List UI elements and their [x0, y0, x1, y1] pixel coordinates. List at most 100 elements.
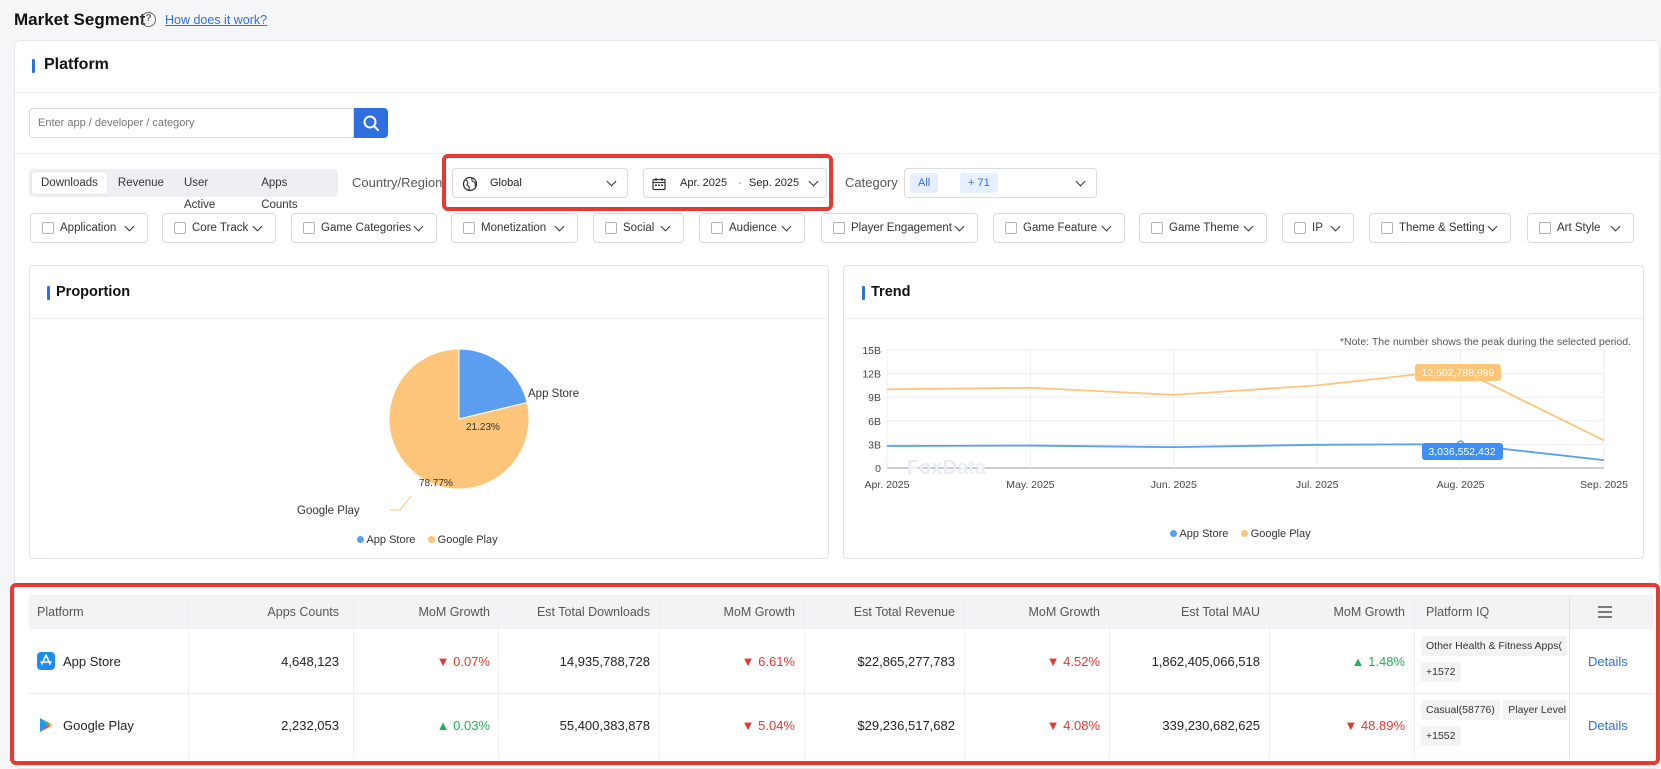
tab-apps-counts[interactable]: Apps Counts: [261, 177, 298, 211]
down-arrow-icon: ▼: [1344, 718, 1358, 733]
pie-slice-google-play[interactable]: [388, 348, 530, 490]
category-select[interactable]: All + 71: [904, 168, 1097, 198]
filter-core-track[interactable]: Core Track: [162, 213, 276, 243]
proportion-panel: Proportion App Store Google Play 21.23% …: [29, 265, 829, 559]
filter-social[interactable]: Social: [593, 213, 684, 243]
divider: [15, 153, 1659, 154]
chevron-down-icon: [1101, 221, 1112, 232]
apps-counts: 4,648,123: [281, 654, 339, 669]
checkbox[interactable]: [1005, 222, 1017, 234]
pie-label-app-store: App Store: [528, 388, 579, 400]
iq-tag[interactable]: Casual(58776): [1421, 700, 1500, 720]
filter-player-engagement[interactable]: Player Engagement: [821, 213, 978, 243]
tab-user-active[interactable]: User Active: [183, 177, 216, 211]
pie-slice-app-store[interactable]: [458, 348, 528, 420]
trend-panel: Trend *Note: The number shows the peak d…: [843, 265, 1644, 559]
iq-more-tag[interactable]: +1552: [1421, 726, 1461, 746]
col-divider: [1269, 595, 1270, 758]
checkbox[interactable]: [1381, 222, 1393, 234]
help-icon[interactable]: ?: [141, 12, 156, 27]
details-link[interactable]: Details: [1588, 654, 1628, 669]
filter-game-theme[interactable]: Game Theme: [1139, 213, 1267, 243]
pie-chart: App Store Google Play 21.23% 78.77%: [297, 348, 579, 517]
col-mom-growth[interactable]: MoM Growth: [1333, 605, 1405, 619]
checkbox[interactable]: [174, 222, 186, 234]
est-mau: 1,862,405,066,518: [1151, 654, 1260, 669]
how-does-it-work-link[interactable]: How does it work?: [165, 13, 268, 27]
y-tick-label: 12B: [862, 369, 881, 381]
legend-google-play[interactable]: Google Play: [1250, 528, 1311, 540]
section-title: Platform: [44, 56, 109, 73]
checkbox[interactable]: [42, 222, 54, 234]
legend-app-store[interactable]: App Store: [1179, 528, 1229, 540]
col-divider: [804, 595, 805, 758]
table-row: App Store 4,648,123 ▼ 0.07% 14,935,788,7…: [29, 630, 1654, 693]
line-chart: 0 3B 6B 9B 12B 15B Apr. 2025 May. 2025 Jun. 2025…: [862, 345, 1628, 491]
down-arrow-icon: ▼: [1046, 718, 1060, 733]
chevron-down-icon: [554, 221, 565, 232]
chevron-down-icon: [781, 221, 792, 232]
col-est-total-revenue[interactable]: Est Total Revenue: [853, 605, 955, 619]
iq-more-tag[interactable]: +1572: [1421, 662, 1461, 682]
section-accent: [862, 286, 865, 300]
details-link[interactable]: Details: [1588, 718, 1628, 733]
col-est-total-mau[interactable]: Est Total MAU: [1181, 605, 1260, 619]
tab-revenue[interactable]: Revenue: [117, 177, 164, 189]
date-range-picker[interactable]: Apr. 2025 - Sep. 2025: [643, 168, 827, 198]
peak-label-app-store: 3,036,552,432: [1428, 446, 1495, 458]
filter-art-style[interactable]: Art Style: [1527, 213, 1634, 243]
col-apps-counts[interactable]: Apps Counts: [267, 605, 339, 619]
chevron-down-icon: [252, 221, 263, 232]
checkbox[interactable]: [303, 222, 315, 234]
checkbox[interactable]: [711, 222, 723, 234]
up-arrow-icon: ▲: [436, 718, 450, 733]
col-platform-iq[interactable]: Platform IQ: [1426, 605, 1490, 619]
section-accent: [32, 59, 35, 73]
date-end: Sep. 2025: [749, 177, 800, 189]
col-mom-growth[interactable]: MoM Growth: [1028, 605, 1100, 619]
checkbox[interactable]: [1151, 222, 1163, 234]
checkbox[interactable]: [833, 222, 845, 234]
legend-app-store[interactable]: App Store: [366, 534, 416, 546]
checkbox[interactable]: [463, 222, 475, 234]
app-store-icon: [37, 652, 55, 670]
filter-theme-setting[interactable]: Theme & Setting: [1369, 213, 1511, 243]
checkbox[interactable]: [1294, 222, 1306, 234]
col-est-total-downloads[interactable]: Est Total Downloads: [536, 605, 650, 619]
col-mom-growth[interactable]: MoM Growth: [723, 605, 795, 619]
col-platform[interactable]: Platform: [37, 605, 84, 619]
filter-application[interactable]: Application: [30, 213, 148, 243]
country-select[interactable]: Global: [452, 168, 628, 198]
menu-icon[interactable]: [1597, 604, 1613, 620]
filter-game-categories[interactable]: Game Categories: [291, 213, 437, 243]
pie-value-app-store: 21.23%: [466, 422, 500, 433]
filter-game-feature[interactable]: Game Feature: [993, 213, 1125, 243]
chevron-down-icon: [1487, 221, 1498, 232]
search-button[interactable]: [354, 108, 388, 138]
pie-leader-line: [495, 392, 523, 407]
down-arrow-icon: ▼: [741, 718, 755, 733]
series-line-google-play[interactable]: [886, 368, 1605, 442]
filter-ip[interactable]: IP: [1282, 213, 1354, 243]
table-row: Google Play 2,232,053 ▲ 0.03% 55,400,383…: [29, 694, 1654, 757]
peak-label-google-play: 12,502,788,999: [1422, 367, 1495, 379]
calendar-icon: [652, 178, 666, 191]
filter-audience[interactable]: Audience: [699, 213, 805, 243]
filter-monetization[interactable]: Monetization: [451, 213, 578, 243]
legend-google-play[interactable]: Google Play: [437, 534, 498, 546]
tab-downloads[interactable]: Downloads: [32, 172, 107, 194]
col-mom-growth[interactable]: MoM Growth: [418, 605, 490, 619]
platform-name[interactable]: App Store: [63, 654, 121, 669]
pie-leader-line: [390, 495, 412, 511]
checkbox[interactable]: [1539, 222, 1551, 234]
divider: [15, 92, 1659, 93]
iq-tag[interactable]: Other Health & Fitness Apps(: [1421, 636, 1567, 656]
table-header: [29, 595, 1654, 629]
mom-growth: ▼ 0.07%: [436, 654, 490, 669]
checkbox[interactable]: [605, 222, 617, 234]
chevron-down-icon: [606, 176, 617, 187]
iq-tag[interactable]: Player Level: [1503, 700, 1567, 720]
est-revenue: $29,236,517,682: [857, 718, 955, 733]
search-input[interactable]: [29, 108, 354, 138]
platform-name[interactable]: Google Play: [63, 718, 134, 733]
